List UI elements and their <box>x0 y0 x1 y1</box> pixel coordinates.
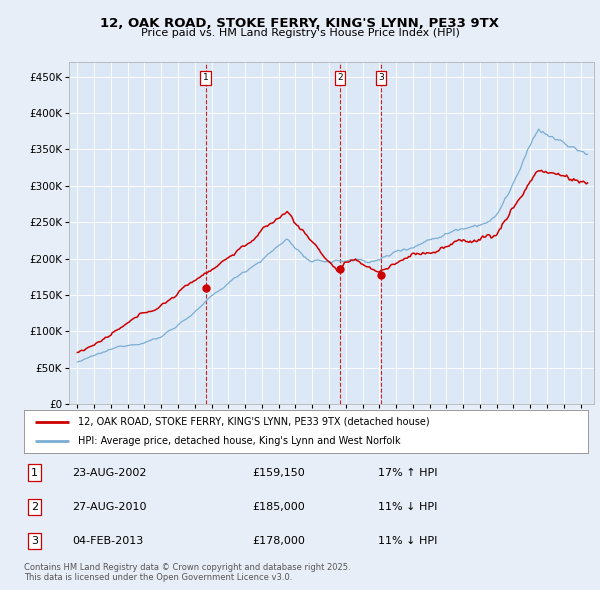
Text: 1: 1 <box>203 74 208 83</box>
Text: 11% ↓ HPI: 11% ↓ HPI <box>378 536 437 546</box>
Text: £178,000: £178,000 <box>252 536 305 546</box>
Text: £185,000: £185,000 <box>252 502 305 512</box>
Text: 2: 2 <box>31 502 38 512</box>
Text: 17% ↑ HPI: 17% ↑ HPI <box>378 468 437 477</box>
Text: 27-AUG-2010: 27-AUG-2010 <box>72 502 146 512</box>
Text: 3: 3 <box>31 536 38 546</box>
Text: £159,150: £159,150 <box>252 468 305 477</box>
Text: 04-FEB-2013: 04-FEB-2013 <box>72 536 143 546</box>
Text: HPI: Average price, detached house, King's Lynn and West Norfolk: HPI: Average price, detached house, King… <box>77 436 400 446</box>
Text: 12, OAK ROAD, STOKE FERRY, KING'S LYNN, PE33 9TX: 12, OAK ROAD, STOKE FERRY, KING'S LYNN, … <box>101 17 499 30</box>
Text: 12, OAK ROAD, STOKE FERRY, KING'S LYNN, PE33 9TX (detached house): 12, OAK ROAD, STOKE FERRY, KING'S LYNN, … <box>77 417 429 427</box>
Text: Contains HM Land Registry data © Crown copyright and database right 2025.
This d: Contains HM Land Registry data © Crown c… <box>24 563 350 582</box>
Text: 1: 1 <box>31 468 38 477</box>
Text: Price paid vs. HM Land Registry's House Price Index (HPI): Price paid vs. HM Land Registry's House … <box>140 28 460 38</box>
Text: 23-AUG-2002: 23-AUG-2002 <box>72 468 146 477</box>
Text: 11% ↓ HPI: 11% ↓ HPI <box>378 502 437 512</box>
Text: 3: 3 <box>378 74 383 83</box>
Text: 2: 2 <box>337 74 343 83</box>
